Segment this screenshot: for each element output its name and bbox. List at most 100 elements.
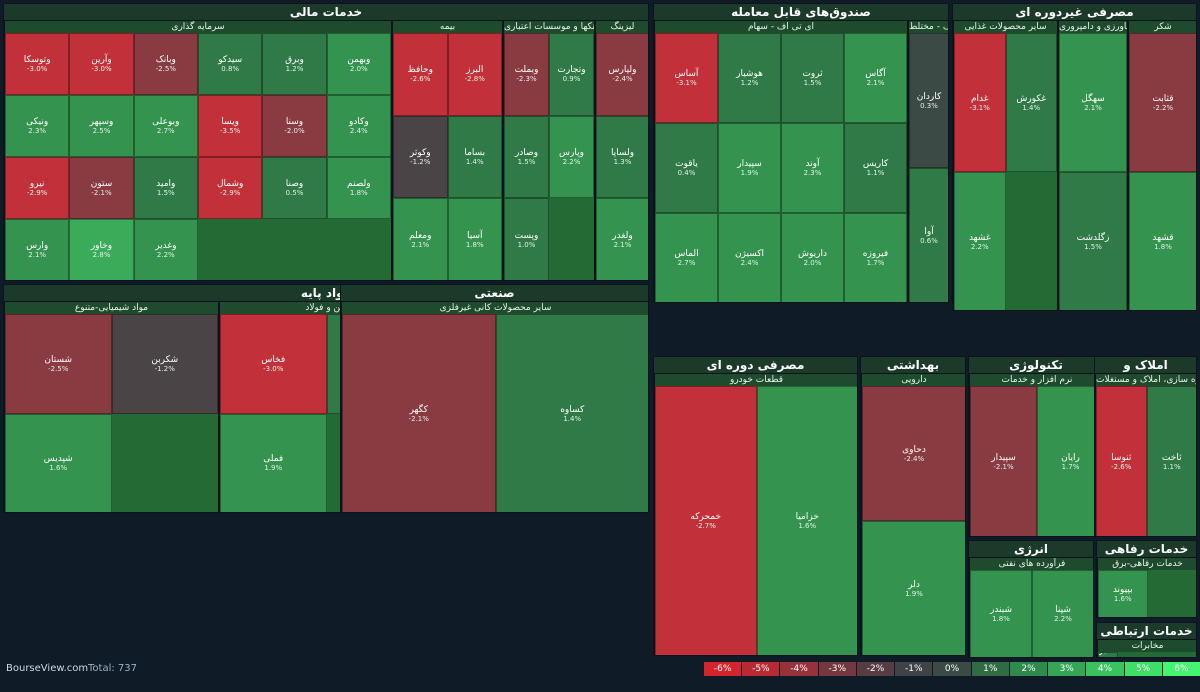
sector-block[interactable]: خدمات ارتباطیمخابراتاخابر1.2% xyxy=(1096,622,1197,658)
stock-tile[interactable]: البرز -2.8% xyxy=(447,33,502,116)
sector-block[interactable]: مصرفی غیردوره ای سایر محصولات غذایی غدام -3… xyxy=(952,3,1197,311)
stock-tile[interactable]: وتوسکا -3.0% xyxy=(5,33,70,95)
stock-tile[interactable]: سیدکو 0.8% xyxy=(198,33,263,95)
stock-tile[interactable]: خزامیا 1.6% xyxy=(756,386,857,655)
industry-group[interactable]: مواد شیمیایی-متنوع شستان -2.5% شکربن -1.2% شپ… xyxy=(4,301,219,512)
industry-group[interactable]: سایر محصولات غذایی غدام -3.1% غکورش 1.4% غشهد… xyxy=(953,20,1058,310)
stock-tile[interactable]: وامید 1.5% xyxy=(133,157,198,219)
stock-tile[interactable]: وپارس 2.2% xyxy=(549,115,594,199)
stock-tile[interactable]: ولساپا 1.3% xyxy=(596,115,648,199)
stock-tile[interactable]: کگهر -2.1% xyxy=(342,314,496,512)
stock-tile[interactable]: بپیوند 1.6% xyxy=(1098,570,1148,617)
sector-block[interactable]: بهداشتی دارویی دحاوی -2.4% دلر 1.9% xyxy=(860,356,966,656)
stock-tile[interactable]: شپدیس 1.6% xyxy=(5,413,112,512)
sector-block[interactable]: خدمات رفاهی خدمات رفاهی-برق بپیوند 1.6% xyxy=(1096,540,1197,618)
stock-tile[interactable]: آوا 0.6% xyxy=(909,168,948,302)
industry-group[interactable]: ای تی اف - سهام آساس -3.1% هوشیار 1.2% ثروت 1.… xyxy=(654,20,908,302)
stock-tile[interactable]: غشهد 2.2% xyxy=(954,172,1006,310)
sector-block[interactable]: صندوق‌های قابل معامله ای تی اف - سهام آساس… xyxy=(653,3,949,303)
sector-block[interactable]: مصرفی دوره ای قطعات خودرو خمحرکه -2.7% خزامی… xyxy=(653,356,858,656)
stock-tile[interactable]: وکادو 2.4% xyxy=(326,95,391,157)
stock-tile[interactable]: کاریس 1.1% xyxy=(844,123,907,213)
stock-tile[interactable]: سپیدار 1.9% xyxy=(718,123,781,213)
industry-group[interactable]: محصولات کشاورزی و دامپروریسهگل2.1%زگلدشت… xyxy=(1058,20,1128,310)
industry-group[interactable]: خدمات رفاهی-برق بپیوند 1.6% xyxy=(1097,557,1196,617)
industry-group[interactable]: لیزینگ ولپارس -2.4% ولساپا 1.3% ولغدر 2.1% xyxy=(595,20,648,280)
stock-tile[interactable]: غکورش 1.4% xyxy=(1005,33,1057,172)
stock-tile[interactable]: وبرق 1.2% xyxy=(262,33,327,95)
stock-tile[interactable]: غدام -3.1% xyxy=(954,33,1006,172)
stock-tile[interactable]: فیروزه 1.7% xyxy=(844,213,907,302)
stock-tile[interactable]: یاقوت 0.4% xyxy=(655,123,718,213)
stock-tile[interactable]: آسیا 1.8% xyxy=(447,198,502,280)
stock-tile[interactable]: بساما 1.4% xyxy=(447,115,502,199)
stock-tile[interactable]: وبانک -2.5% xyxy=(133,33,198,95)
stock-tile[interactable]: وصنا 0.5% xyxy=(262,157,327,219)
industry-group[interactable]: انبوه سازی، املاک و مستغلات ثنوسا -2.6% ثاخ… xyxy=(1095,373,1196,536)
stock-tile[interactable]: ثنوسا -2.6% xyxy=(1096,386,1147,536)
stock-tile[interactable]: ونیکی 2.3% xyxy=(5,95,70,157)
stock-tile[interactable]: دلر 1.9% xyxy=(862,521,965,655)
industry-group[interactable]: بانکها و موسسات اعتباری وبملت -2.3% وتجارت 0… xyxy=(503,20,595,280)
stock-tile[interactable]: هوشیار 1.2% xyxy=(718,33,781,123)
stock-tile[interactable]: وآرین -3.0% xyxy=(69,33,134,95)
stock-tile[interactable]: سپیدار -2.1% xyxy=(970,386,1037,536)
stock-tile[interactable]: وحافظ -2.6% xyxy=(393,33,448,116)
stock-tile[interactable]: شکربن -1.2% xyxy=(111,314,218,414)
stock-tile[interactable]: وتجارت 0.9% xyxy=(549,33,594,116)
industry-group[interactable]: مخابراتاخابر1.2% xyxy=(1097,639,1196,657)
stock-tile[interactable]: فملی 1.9% xyxy=(220,413,327,512)
industry-group[interactable]: شکر قثابت -2.2% قشهد 1.8% xyxy=(1128,20,1196,310)
stock-tile[interactable]: وبوعلی 2.7% xyxy=(133,95,198,157)
stock-tile[interactable]: شپنا 2.2% xyxy=(1032,570,1093,657)
stock-tile[interactable]: وخاور 2.8% xyxy=(69,219,134,280)
sector-block[interactable]: تکنولوژی نرم افزار و خدمات سپیدار -2.1% رایا… xyxy=(968,356,1104,537)
stock-tile[interactable]: وبملت -2.3% xyxy=(504,33,549,116)
stock-tile[interactable]: ستون -2.1% xyxy=(69,157,134,219)
stock-tile[interactable]: ولصنم 1.8% xyxy=(326,157,391,219)
stock-tile[interactable]: رایان 1.7% xyxy=(1037,386,1103,536)
stock-tile[interactable]: آوند 2.3% xyxy=(781,123,844,213)
industry-group[interactable]: بیمه وحافظ -2.6% البرز -2.8% وکوثر -1.2% بساما 1… xyxy=(392,20,503,280)
stock-tile[interactable]: قثابت -2.2% xyxy=(1129,33,1196,172)
stock-tile[interactable]: شبندر 1.8% xyxy=(970,570,1032,657)
stock-tile[interactable]: دحاوی -2.4% xyxy=(862,386,965,521)
stock-tile[interactable]: آساس -3.1% xyxy=(655,33,718,123)
stock-tile[interactable]: ثروت 1.5% xyxy=(781,33,844,123)
stock-tile[interactable]: ویسا -3.5% xyxy=(198,95,263,157)
industry-group[interactable]: نرم افزار و خدمات سپیدار -2.1% رایان 1.7% xyxy=(969,373,1103,536)
stock-tile[interactable]: ولپارس -2.4% xyxy=(596,33,648,116)
stock-tile[interactable]: سهگل 2.1% xyxy=(1059,33,1127,172)
stock-tile[interactable]: وشمال -2.9% xyxy=(198,157,263,219)
stock-tile[interactable]: ثاخت 1.1% xyxy=(1146,386,1196,536)
stock-tile[interactable]: وغدیر 2.2% xyxy=(133,219,198,280)
stock-tile[interactable]: الماس 2.7% xyxy=(655,213,718,302)
stock-tile[interactable]: ولغدر 2.1% xyxy=(596,198,648,280)
industry-group[interactable]: دارویی دحاوی -2.4% دلر 1.9% xyxy=(861,373,965,655)
stock-tile[interactable]: اخابر1.2% xyxy=(1098,652,1118,657)
industry-group[interactable]: فرآورده های نفتی شبندر 1.8% شپنا 2.2% xyxy=(969,557,1093,657)
stock-tile[interactable]: زگلدشت 1.5% xyxy=(1059,172,1127,310)
stock-tile[interactable]: وبهمن 2.0% xyxy=(326,33,391,95)
stock-tile[interactable]: وپست 1.0% xyxy=(504,198,549,280)
stock-tile[interactable]: قشهد 1.8% xyxy=(1129,172,1196,310)
stock-tile[interactable]: وسپهر 2.5% xyxy=(69,95,134,157)
stock-tile[interactable]: وارس 2.1% xyxy=(5,219,70,280)
stock-tile[interactable]: آگاس 2.1% xyxy=(844,33,907,123)
stock-tile[interactable]: ومعلم 2.1% xyxy=(393,198,448,280)
stock-tile[interactable]: داریوش 2.0% xyxy=(781,213,844,302)
industry-group[interactable]: قطعات خودرو خمحرکه -2.7% خزامیا 1.6% xyxy=(654,373,857,655)
stock-tile[interactable]: شستان -2.5% xyxy=(5,314,112,414)
stock-tile[interactable]: کاردان 0.3% xyxy=(909,33,948,168)
stock-tile[interactable]: کساوه 1.4% xyxy=(495,314,648,512)
stock-tile[interactable]: وصادر 1.5% xyxy=(504,115,549,199)
stock-tile[interactable]: نیرو -2.9% xyxy=(5,157,70,219)
sector-block[interactable]: املاک و مستغلاتانبوه سازی، املاک و مستغل… xyxy=(1094,356,1197,537)
industry-group[interactable]: سایر محصولات کانی غیرفلزی کگهر -2.1% کساوه 1… xyxy=(341,301,648,512)
stock-tile[interactable]: اکسیژن 2.4% xyxy=(718,213,781,302)
stock-tile[interactable]: فخاس -3.0% xyxy=(220,314,327,414)
sector-block[interactable]: صنعتی سایر محصولات کانی غیرفلزی کگهر -2.1% ک… xyxy=(340,284,649,513)
stock-tile[interactable]: وسنا -2.0% xyxy=(262,95,327,157)
sector-block[interactable]: خدمات مالی سرمایه گذاری وتوسکا -3.0% وآرین -3… xyxy=(3,3,649,281)
